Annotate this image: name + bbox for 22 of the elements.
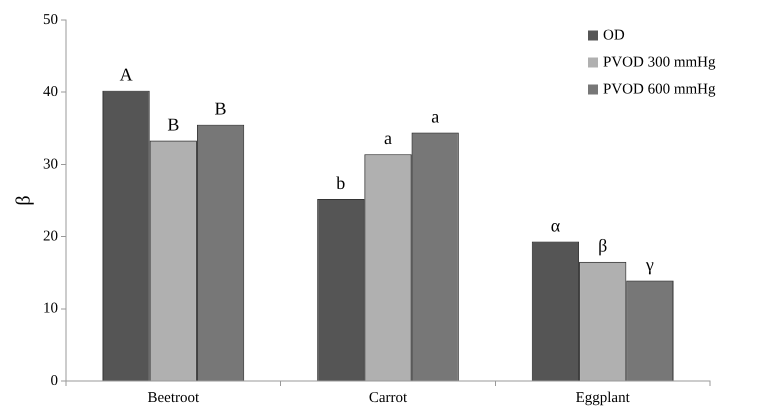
data-label: α — [550, 215, 561, 236]
y-axis-title: β — [12, 195, 34, 206]
data-label: γ — [644, 254, 654, 274]
x-tick-label: Beetroot — [148, 390, 200, 406]
x-tick-label: Eggplant — [576, 390, 631, 406]
y-tick-label: 50 — [43, 12, 58, 28]
data-label: β — [598, 236, 608, 256]
y-tick-label: 10 — [43, 300, 58, 317]
legend-label: OD — [603, 27, 625, 44]
legend-label: PVOD 600 mmHg — [603, 81, 716, 98]
data-label: a — [384, 128, 392, 148]
data-label: A — [120, 64, 133, 84]
y-tick-label: 20 — [43, 228, 58, 245]
data-label: b — [336, 172, 346, 193]
data-label: B — [167, 114, 180, 134]
data-label: B — [214, 98, 227, 118]
y-tick-label: 0 — [50, 372, 58, 389]
x-tick-label: Carrot — [368, 390, 408, 406]
y-tick-label: 30 — [43, 156, 58, 172]
y-tick-label: 40 — [43, 84, 58, 100]
data-label: a — [431, 106, 440, 126]
legend-label: PVOD 300 mmHg — [603, 54, 716, 70]
